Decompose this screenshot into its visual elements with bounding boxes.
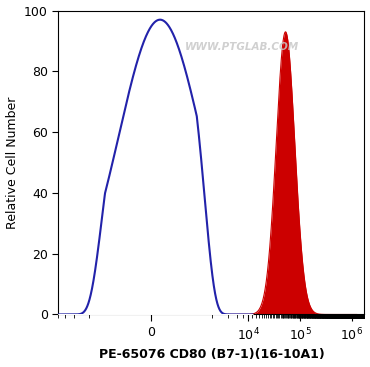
Text: WWW.PTGLAB.COM: WWW.PTGLAB.COM xyxy=(185,42,299,52)
Y-axis label: Relative Cell Number: Relative Cell Number xyxy=(6,96,18,229)
X-axis label: PE-65076 CD80 (B7-1)(16-10A1): PE-65076 CD80 (B7-1)(16-10A1) xyxy=(98,348,324,361)
